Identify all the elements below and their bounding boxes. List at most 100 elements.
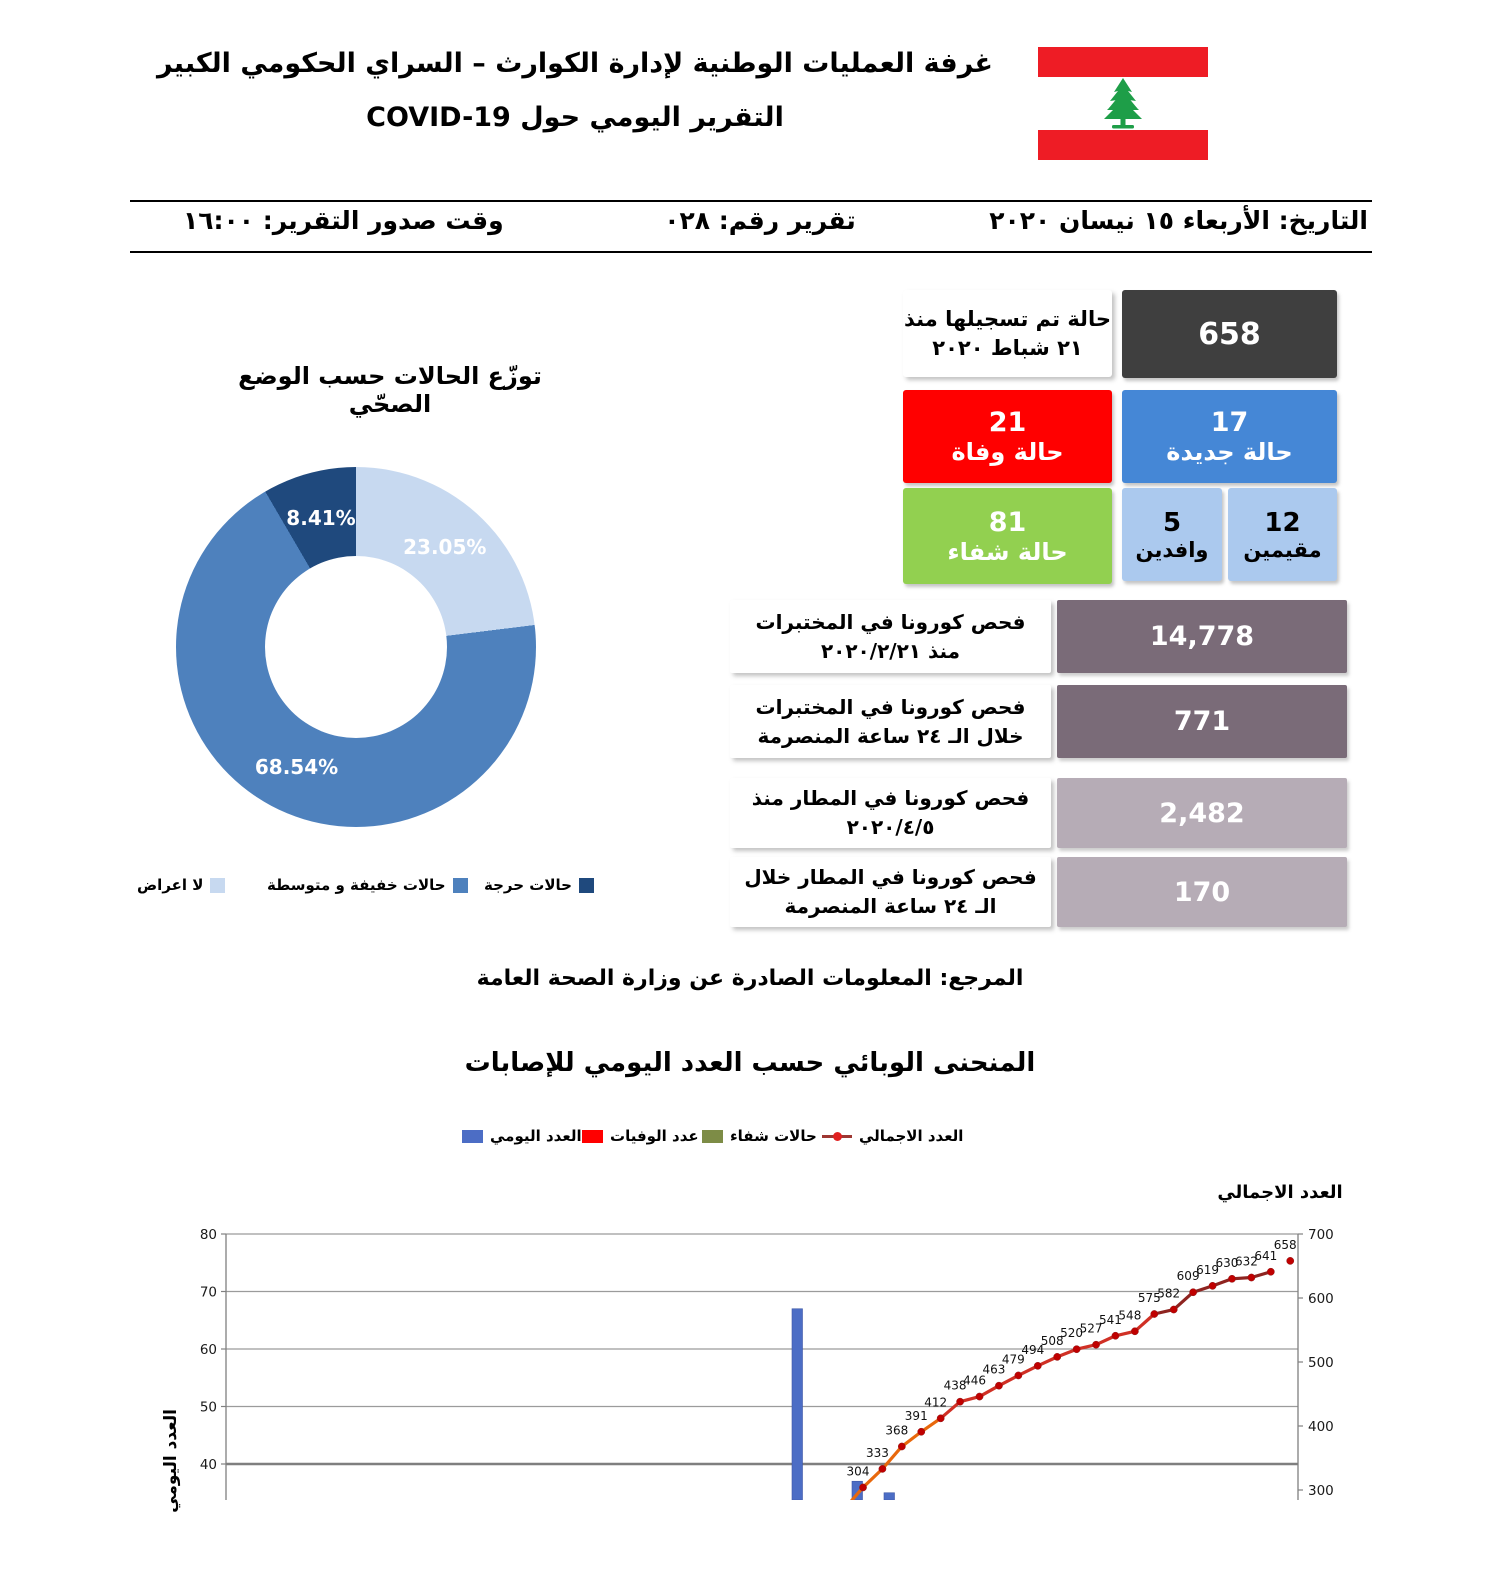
donut-legend-label: حالات حرجة [484, 876, 572, 894]
report-date: التاريخ: الأربعاء ١٥ نيسان ٢٠٢٠ [989, 206, 1368, 235]
arrivals-card: 5 وافدين [1122, 488, 1222, 581]
legend-swatch-icon [582, 1129, 603, 1143]
legend-swatch-icon [452, 877, 468, 893]
arrivals-value: 5 [1162, 507, 1182, 538]
epi-legend-label: حالات شفاء [730, 1127, 817, 1145]
divider-top [130, 200, 1372, 202]
svg-text:438: 438 [944, 1379, 967, 1393]
legend-swatch-icon [210, 877, 226, 893]
svg-text:641: 641 [1254, 1249, 1277, 1263]
recovered-label: حالة شفاء [947, 537, 1068, 566]
donut-label-no-symptoms: 23.05% [403, 534, 487, 559]
svg-text:575: 575 [1138, 1291, 1161, 1305]
svg-text:700: 700 [1308, 1227, 1334, 1243]
covid-report-page: { "header": { "title_line1": "غرفة العمل… [120, 36, 1372, 1513]
svg-text:368: 368 [885, 1423, 908, 1437]
svg-text:446: 446 [963, 1374, 986, 1388]
donut-label-mild-moderate: 68.54% [254, 755, 339, 780]
svg-text:541: 541 [1099, 1313, 1122, 1327]
svg-text:630: 630 [1216, 1256, 1239, 1270]
epi-legend-deaths: عدد الوفيات [582, 1127, 699, 1145]
airport-tests-total-value: 2,482 [1057, 778, 1347, 848]
donut-legend-critical: حالات حرجة [484, 876, 594, 894]
svg-text:40: 40 [200, 1457, 217, 1473]
epidemic-curve-chart: 80 70 60 50 40 700 600 500 400 300 304 333 368391412… [200, 1227, 1334, 1500]
svg-text:400: 400 [1308, 1419, 1334, 1435]
lab-tests-total-value: 14,778 [1057, 600, 1347, 673]
residents-value: 12 [1264, 507, 1301, 538]
residents-card: 12 مقيمين [1228, 488, 1337, 581]
svg-text:582: 582 [1157, 1287, 1180, 1301]
svg-text:412: 412 [924, 1395, 947, 1409]
svg-text:619: 619 [1196, 1263, 1219, 1277]
epi-legend-recovered: حالات شفاء [702, 1127, 817, 1145]
residents-label: مقيمين [1243, 537, 1322, 562]
donut-legend-mild-moderate: حالات خفيفة و متوسطة [267, 876, 468, 894]
report-title-line2: التقرير اليومي حول COVID-19 [366, 102, 784, 133]
donut-chart-title: توزّع الحالات حسب الوضع الصحّي [238, 362, 542, 418]
epi-legend-label: عدد الوفيات [610, 1127, 699, 1145]
svg-text:500: 500 [1308, 1355, 1334, 1371]
svg-text:658: 658 [1274, 1238, 1297, 1252]
total-cases-label-card: حالة تم تسجيلها منذ ٢١ شباط ٢٠٢٠ [903, 290, 1112, 377]
donut-legend-label: حالات خفيفة و متوسطة [267, 876, 446, 894]
lebanon-flag [1038, 47, 1208, 160]
arrivals-label: وافدين [1135, 537, 1209, 562]
new-cases-value: 17 [1210, 407, 1249, 438]
epi-right-axis-title: العدد الاجمالي [1217, 1182, 1343, 1203]
svg-text:391: 391 [905, 1409, 928, 1423]
svg-text:494: 494 [1021, 1343, 1044, 1357]
svg-text:463: 463 [982, 1363, 1005, 1377]
report-number: تقرير رقم: ٠٢٨ [664, 206, 856, 235]
donut-label-critical: 8.41% [286, 505, 356, 530]
donut-hole [265, 556, 447, 738]
new-cases-card: 17 حالة جديدة [1122, 390, 1337, 483]
lab-tests-total-label: فحص كورونا في المختبرات منذ ٢٠٢٠/٢/٢١ [730, 600, 1051, 673]
svg-text:609: 609 [1177, 1269, 1200, 1283]
svg-text:50: 50 [200, 1400, 217, 1416]
svg-text:333: 333 [866, 1446, 889, 1460]
svg-text:632: 632 [1235, 1255, 1258, 1269]
svg-text:70: 70 [200, 1285, 217, 1301]
airport-tests-total-label: فحص كورونا في المطار منذ ٢٠٢٠/٤/٥ [730, 778, 1051, 848]
total-cases-label-line1: حالة تم تسجيلها منذ [904, 306, 1111, 331]
airport-tests-24h-label: فحص كورونا في المطار خلال الـ ٢٤ ساعة ال… [730, 857, 1051, 927]
divider-bottom [130, 251, 1372, 253]
deaths-value: 21 [988, 407, 1027, 438]
total-cases-value: 658 [1198, 316, 1261, 352]
epi-legend-label: العدد اليومي [490, 1127, 582, 1145]
recovered-card: 81 حالة شفاء [903, 488, 1112, 584]
svg-text:60: 60 [200, 1342, 217, 1358]
svg-text:80: 80 [200, 1227, 217, 1243]
cedar-tree-icon [1104, 78, 1142, 129]
svg-text:300: 300 [1308, 1483, 1334, 1499]
health-status-donut-chart: 23.05% 68.54% 8.41% [176, 467, 536, 827]
legend-line-marker-icon [822, 1131, 852, 1141]
airport-tests-24h-value: 170 [1057, 857, 1347, 927]
svg-text:548: 548 [1118, 1308, 1141, 1322]
svg-text:520: 520 [1060, 1326, 1083, 1340]
deaths-card: 21 حالة وفاة [903, 390, 1112, 483]
report-header: غرفة العمليات الوطنية لإدارة الكوارث – ا… [120, 36, 1030, 144]
lab-tests-24h-label: فحص كورونا في المختبرات خلال الـ ٢٤ ساعة… [730, 685, 1051, 758]
epi-chart-title: المنحنى الوبائي حسب العدد اليومي للإصابا… [464, 1048, 1036, 1078]
report-title-line1: غرفة العمليات الوطنية لإدارة الكوارث – ا… [157, 48, 993, 79]
report-issue-time: وقت صدور التقرير: ١٦:٠٠ [183, 206, 504, 235]
total-cases-label-line2: ٢١ شباط ٢٠٢٠ [932, 335, 1083, 360]
svg-text:600: 600 [1308, 1291, 1334, 1307]
epi-legend-daily-count: العدد اليومي [462, 1127, 582, 1145]
new-cases-label: حالة جديدة [1166, 438, 1293, 466]
lab-tests-24h-value: 771 [1057, 685, 1347, 758]
deaths-label: حالة وفاة [951, 438, 1064, 466]
svg-text:479: 479 [1002, 1352, 1025, 1366]
reference-note: المرجع: المعلومات الصادرة عن وزارة الصحة… [476, 966, 1024, 991]
svg-text:508: 508 [1041, 1334, 1064, 1348]
epi-legend-label: العدد الاجمالي [859, 1127, 964, 1145]
legend-swatch-icon [578, 877, 594, 893]
total-cases-card: 658 [1122, 290, 1337, 378]
legend-swatch-icon [462, 1129, 483, 1143]
legend-swatch-icon [702, 1129, 723, 1143]
svg-text:527: 527 [1080, 1322, 1103, 1336]
epi-legend-cumulative: العدد الاجمالي [822, 1127, 963, 1145]
donut-legend-no-symptoms: لا اعراض [137, 876, 226, 894]
